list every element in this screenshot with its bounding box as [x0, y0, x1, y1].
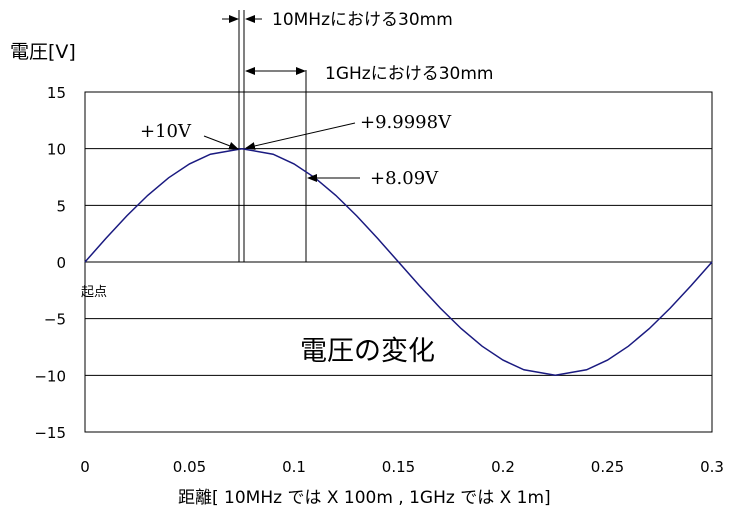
x-tick-label-1: 0.05	[173, 458, 206, 476]
annotation-1ghz-30mm: 1GHzにおける30mm	[325, 64, 493, 84]
y-tick-label-2: 5	[56, 197, 66, 215]
y-tick-label-6: −15	[34, 424, 66, 442]
y-tick-label-3: 0	[56, 254, 66, 272]
arrow-peak-right	[245, 122, 356, 150]
x-tick-label-0: 0	[80, 458, 90, 476]
x-tick-label-5: 0.25	[591, 458, 624, 476]
voltage-series-line	[84, 147, 713, 377]
annotation-center: 電圧の変化	[300, 336, 435, 367]
annotation-origin: 起点	[81, 285, 107, 300]
annotation-low: +8.09V	[370, 168, 439, 189]
x-tick-label-3: 0.15	[382, 458, 415, 476]
y-tick-label-1: 10	[47, 141, 66, 159]
annotation-peak-left: +10V	[140, 121, 192, 142]
x-tick-label-2: 0.1	[282, 458, 306, 476]
y-axis-title: 電圧[V]	[10, 41, 76, 63]
x-tick-label-4: 0.2	[491, 458, 515, 476]
x-tick-label-6: 0.3	[700, 458, 724, 476]
annotation-10mhz-30mm: 10MHzにおける30mm	[272, 10, 453, 30]
y-tick-label-4: −5	[44, 311, 66, 329]
arrow-peak-left	[203, 135, 239, 150]
axis-tick-labels: 15 10 5 0 −5 −10 −15 0 0.05 0.1 0.15 0.2 0.25 0.3	[34, 84, 724, 476]
x-axis-title: 距離[ 10MHz では X 100m , 1GHz では X 1m]	[178, 488, 551, 508]
y-tick-label-5: −10	[34, 367, 66, 385]
annotation-peak-right: +9.9998V	[360, 112, 452, 133]
y-tick-label-0: 15	[47, 84, 66, 102]
